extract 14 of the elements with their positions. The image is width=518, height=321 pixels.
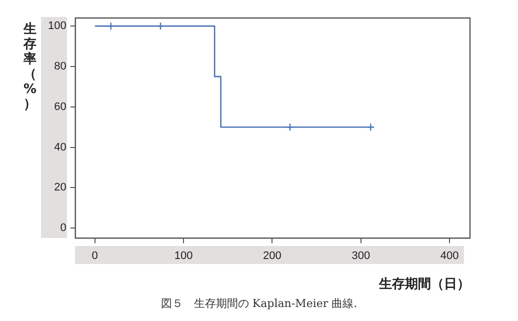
y-tick-label: 40 — [54, 141, 66, 154]
x-tick-label: 100 — [174, 250, 193, 262]
x-tick-label: 300 — [352, 250, 370, 262]
y-axis-title: 生存率（%） — [22, 22, 38, 112]
caption: 図５ 生存期間の Kaplan-Meier 曲線. — [160, 296, 358, 311]
x-tick-label: 200 — [263, 250, 282, 262]
x-axis-title: 生存期間（日） — [378, 276, 470, 291]
y-tick-label: 80 — [54, 60, 66, 73]
y-tick-label: 0 — [60, 222, 66, 234]
x-tick-label: 0 — [92, 250, 98, 262]
y-tick-label: 100 — [48, 20, 66, 32]
y-tick-label: 60 — [54, 100, 66, 113]
x-tick-label: 400 — [440, 250, 459, 262]
y-tick-label: 20 — [54, 182, 66, 194]
